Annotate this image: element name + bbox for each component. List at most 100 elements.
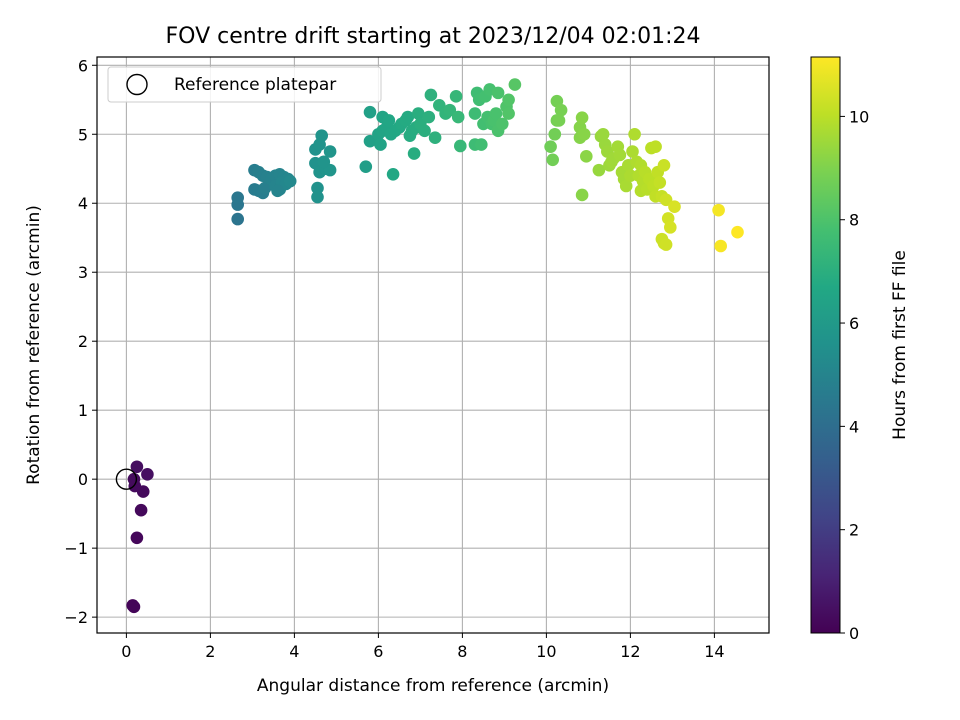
data-point (231, 191, 244, 205)
y-tick-label: 0 (78, 470, 88, 489)
data-point (554, 103, 568, 117)
data-point (418, 124, 431, 138)
data-point (359, 160, 373, 173)
data-point (127, 472, 141, 486)
y-tick-label: 4 (78, 194, 88, 213)
data-point (575, 188, 589, 202)
x-tick-label: 2 (205, 642, 215, 661)
data-point (315, 129, 329, 142)
data-point (508, 78, 522, 91)
data-point (468, 107, 482, 120)
x-tick-label: 10 (536, 642, 556, 661)
data-point (580, 150, 593, 163)
x-axis-title: Angular distance from reference (arcmin) (257, 676, 609, 696)
colorbar-tick-label: 6 (849, 314, 859, 333)
data-point (141, 468, 154, 481)
data-point (548, 127, 562, 141)
x-tick-label: 0 (121, 642, 131, 661)
data-point (401, 110, 415, 124)
data-point (323, 145, 337, 158)
data-point (283, 174, 297, 188)
data-point (657, 159, 671, 172)
data-point (626, 145, 639, 158)
y-tick-label: 3 (78, 263, 88, 282)
data-point (311, 190, 324, 204)
data-point (317, 155, 331, 169)
data-point (412, 107, 425, 120)
data-point (659, 238, 673, 251)
data-point (130, 460, 144, 474)
y-tick-label: −2 (64, 608, 88, 627)
data-point (649, 140, 662, 153)
reference-marker (115, 468, 138, 490)
data-point (714, 239, 727, 253)
colorbar-tick-label: 2 (849, 521, 859, 540)
data-point (311, 181, 324, 195)
data-point (451, 110, 465, 124)
y-tick-label: 5 (78, 125, 88, 144)
data-point (258, 181, 272, 195)
data-point (502, 107, 515, 120)
colorbar-tick-label: 4 (849, 417, 859, 436)
colorbar-ticks: 0 2 4 6 8 10 (840, 107, 869, 643)
y-tick-label: −1 (64, 539, 88, 558)
data-point (422, 110, 436, 124)
y-tick-label: 6 (78, 56, 88, 75)
data-point (664, 221, 677, 234)
data-point (271, 184, 284, 198)
data-point (653, 176, 667, 189)
data-point (489, 107, 503, 120)
data-point (382, 114, 396, 127)
colorbar-tick-label: 8 (849, 211, 859, 230)
plot-frame (96, 56, 770, 634)
data-point (552, 114, 566, 127)
data-point (731, 225, 744, 239)
data-point (496, 117, 509, 131)
data-point (424, 88, 438, 102)
x-tick-label: 8 (457, 642, 467, 661)
data-point (374, 138, 387, 151)
data-point (449, 90, 463, 103)
data-point (613, 148, 627, 162)
y-tick-label: 2 (78, 332, 88, 351)
data-point (544, 140, 557, 153)
data-point (134, 503, 148, 517)
x-tick-label: 6 (373, 642, 383, 661)
legend-box (107, 66, 382, 103)
data-point (127, 600, 141, 614)
data-point (386, 167, 400, 181)
data-point (428, 131, 442, 145)
data-point (363, 105, 377, 119)
data-point (577, 127, 591, 141)
colorbar-title: Hours from first FF file (890, 250, 910, 440)
colorbar-tick-label: 0 (849, 624, 859, 643)
y-tick-label: 1 (78, 401, 88, 420)
data-point (491, 86, 505, 100)
colorbar-tick-label: 10 (849, 107, 869, 126)
data-points (115, 78, 744, 614)
data-point (575, 111, 589, 125)
data-point (231, 212, 244, 226)
legend-label: Reference platepar (174, 75, 336, 95)
legend: Reference platepar (107, 66, 382, 103)
data-point (596, 127, 610, 141)
grid (97, 57, 769, 633)
legend-reference-marker (126, 73, 148, 96)
data-point (628, 127, 641, 141)
data-point (659, 193, 673, 207)
data-point (130, 531, 144, 545)
chart-title: FOV centre drift starting at 2023/12/04 … (166, 24, 701, 49)
data-point (475, 138, 488, 151)
data-point (502, 93, 515, 107)
data-point (443, 103, 457, 117)
colorbar: 0 2 4 6 8 10 Hours from first FF file (810, 56, 910, 643)
data-point (668, 200, 681, 213)
data-point (592, 163, 606, 177)
x-tick-label: 12 (620, 642, 640, 661)
y-axis-title: Rotation from reference (arcmin) (24, 205, 44, 485)
data-point (712, 203, 725, 217)
data-point (454, 139, 467, 153)
data-point (363, 134, 377, 148)
